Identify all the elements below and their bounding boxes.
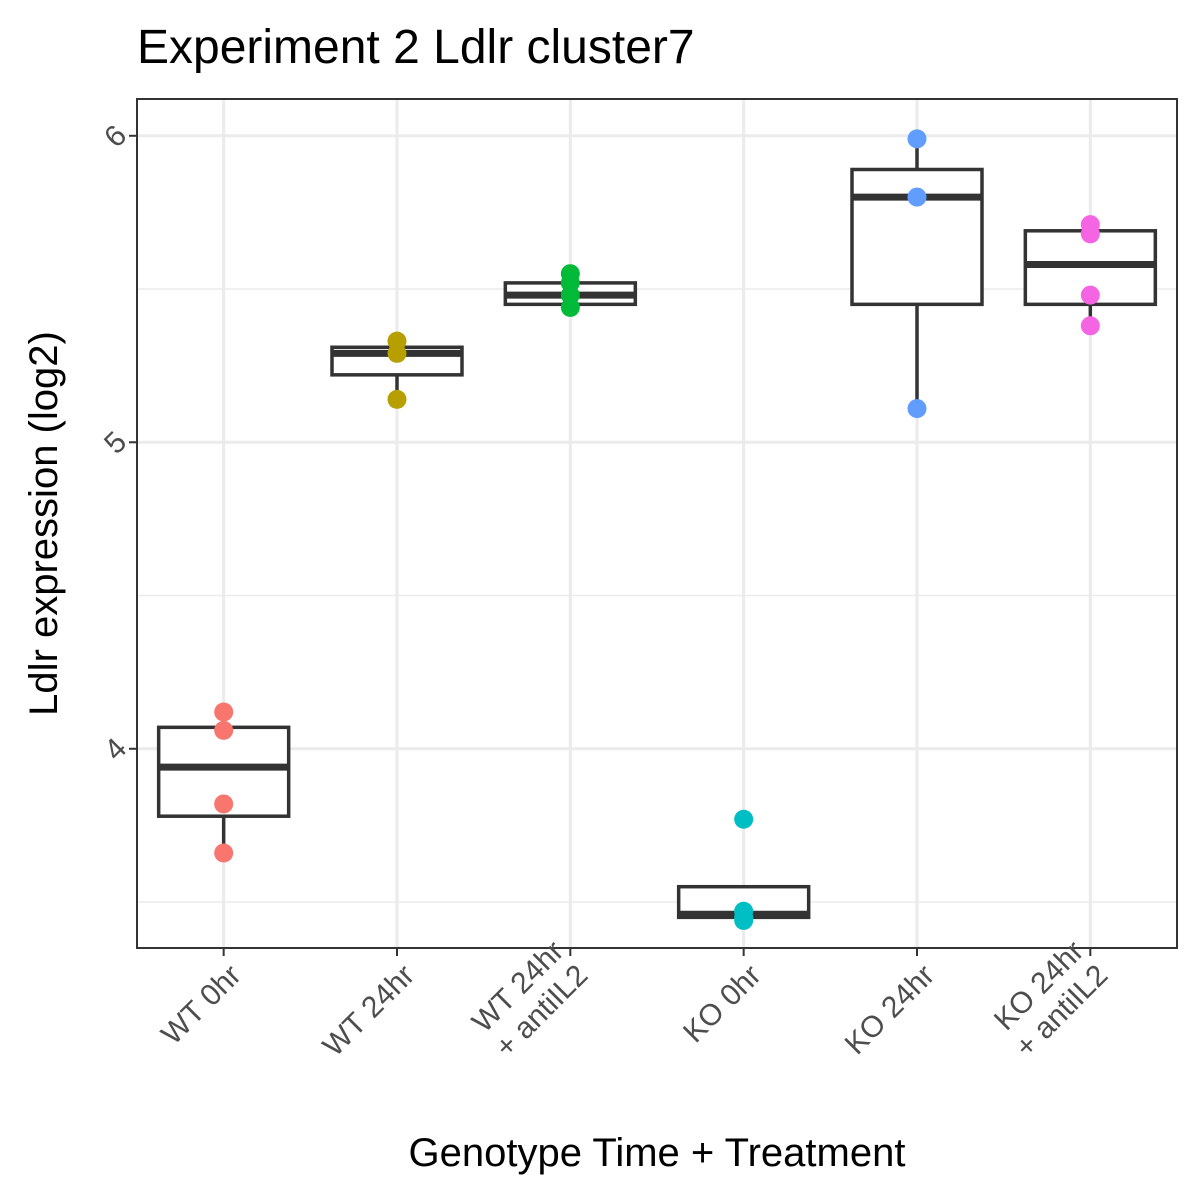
data-point [387,343,407,363]
y-tick-label: 4 [98,732,133,767]
x-tick-label: KO 24hr [839,959,941,1061]
y-tick-label: 6 [98,119,133,154]
data-point [907,129,927,149]
grid-lines [137,99,1177,948]
data-point [734,910,754,930]
boxes [156,138,1158,921]
y-axis-title: Ldlr expression (log2) [22,331,66,716]
data-point [734,809,754,829]
panel-border [136,98,1178,949]
y-tick-label: 5 [98,425,133,460]
data-point [387,389,407,409]
x-tick-label: WT 24hr+ antiIL2 [465,935,594,1064]
x-tick-label-line: KO 0hr [677,959,768,1050]
x-tick-label: WT 0hr [155,959,247,1051]
data-point [214,720,234,740]
x-tick-label-line: WT 24hr [317,959,421,1063]
data-point [1080,316,1100,336]
data-points [214,129,1100,930]
data-point [560,297,580,317]
data-point [1080,285,1100,305]
x-axis-ticks: WT 0hr WT 24hr WT 24hr+ antiIL2 KO 0hr KO 24… [155,935,1114,1064]
data-point [214,702,234,722]
data-point [214,843,234,863]
x-tick-label-line: KO 24hr [839,959,941,1061]
x-tick-label: WT 24hr [317,959,421,1063]
x-axis-title: Genotype Time + Treatment [409,1131,906,1175]
x-tick-label: KO 24hr+ antiIL2 [985,935,1114,1064]
chart-title: Experiment 2 Ldlr cluster7 [137,21,695,74]
data-point [907,187,927,207]
y-axis-ticks: 4 5 6 [98,119,137,767]
x-tick-label-line: WT 0hr [155,959,247,1051]
data-point [907,399,927,419]
data-point [214,794,234,814]
data-point [1080,224,1100,244]
x-tick-label: KO 0hr [677,959,768,1050]
